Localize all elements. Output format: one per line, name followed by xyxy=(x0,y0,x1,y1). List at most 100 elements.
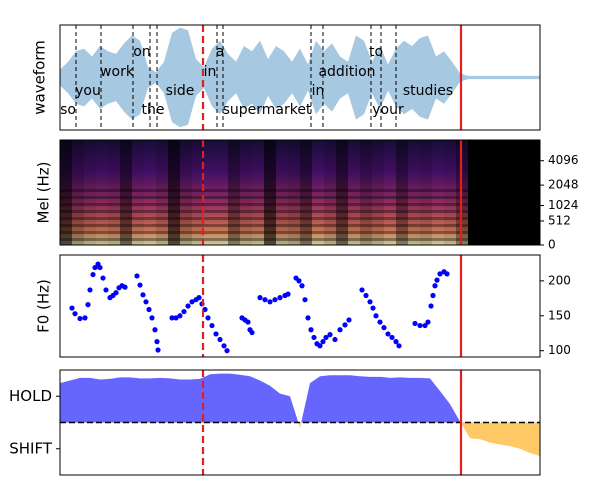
f0-point xyxy=(425,319,431,325)
f0-point xyxy=(154,339,160,345)
y-tick-label: 2048 xyxy=(548,178,579,192)
f0-point xyxy=(205,315,211,321)
word-label: on xyxy=(133,44,150,60)
f0-point xyxy=(430,292,436,299)
y-tick-label: 4096 xyxy=(548,153,579,167)
f0-point xyxy=(169,315,175,321)
f0-point xyxy=(249,329,255,336)
y-tick-label: 100 xyxy=(548,343,571,357)
word-label: in xyxy=(312,83,325,99)
f0-point xyxy=(146,306,152,313)
f0-point xyxy=(296,278,302,284)
f0-point xyxy=(308,327,314,333)
f0-point xyxy=(323,334,329,341)
panel: waveform soyouworkonthesideinasupermarket… xyxy=(31,24,541,131)
f0-point xyxy=(173,315,179,321)
y-tick-label: HOLD xyxy=(9,387,52,405)
f0-point xyxy=(327,332,333,338)
hold-area xyxy=(60,373,540,423)
f0-point xyxy=(342,322,348,328)
f0-point xyxy=(143,299,149,305)
y-tick-label: 512 xyxy=(548,213,571,227)
y-tick-label: 150 xyxy=(548,308,571,322)
y-axis-label: F0 (Hz) xyxy=(35,279,53,333)
f0-point xyxy=(432,283,438,289)
f0-point xyxy=(97,264,103,271)
f0-point xyxy=(272,297,278,303)
f0-point xyxy=(100,275,106,281)
word-label: in xyxy=(204,64,217,80)
y-tick-label: 0 xyxy=(548,238,556,252)
f0-point xyxy=(299,283,305,289)
f0-point xyxy=(134,273,140,279)
f0-point xyxy=(381,325,387,331)
y-tick-label: 200 xyxy=(548,273,571,287)
f0-point xyxy=(87,287,93,293)
f0-point xyxy=(444,271,450,277)
f0-point xyxy=(370,305,376,311)
f0-point xyxy=(377,319,383,325)
f0-point xyxy=(302,297,308,303)
word-label: the xyxy=(142,102,165,118)
panel: F0 (Hz) 100 150 200 xyxy=(35,254,571,358)
axes-frame xyxy=(59,139,541,246)
word-label: supermarket xyxy=(223,102,312,118)
y-tick-label: SHIFT xyxy=(9,439,53,457)
word-label: addition xyxy=(318,64,375,80)
f0-point xyxy=(437,271,443,277)
f0-point xyxy=(277,295,283,301)
f0-point xyxy=(305,315,311,321)
f0-point xyxy=(221,343,227,349)
f0-point xyxy=(320,339,326,345)
word-label: side xyxy=(166,83,195,99)
f0-point xyxy=(82,315,88,321)
f0-point xyxy=(90,271,96,278)
f0-point xyxy=(367,299,373,305)
f0-point xyxy=(77,315,83,322)
f0-point xyxy=(257,295,263,301)
f0-point xyxy=(72,311,78,317)
f0-point xyxy=(285,291,291,297)
f0-point xyxy=(389,334,395,341)
f0-point xyxy=(69,305,75,311)
f0-point xyxy=(385,331,391,337)
f0-point xyxy=(311,334,317,341)
axes-frame xyxy=(59,369,541,476)
f0-point xyxy=(434,277,440,283)
f0-point xyxy=(332,336,338,343)
f0-point xyxy=(417,322,423,329)
f0-point xyxy=(189,299,195,305)
y-axis-label: Mel (Hz) xyxy=(35,162,53,224)
f0-point xyxy=(122,284,128,290)
panel: HOLD SHIFT xyxy=(9,369,541,476)
f0-point xyxy=(213,331,219,337)
f0-point xyxy=(393,339,399,345)
f0-point xyxy=(224,348,230,354)
f0-point xyxy=(177,313,183,319)
shift-area xyxy=(60,422,540,457)
word-label: studies xyxy=(403,83,453,99)
f0-point xyxy=(245,319,251,325)
word-label: work xyxy=(100,64,135,80)
f0-point xyxy=(196,295,202,301)
f0-point xyxy=(267,299,273,305)
f0-point xyxy=(92,264,98,271)
f0-point xyxy=(262,297,268,303)
f0-point xyxy=(428,303,434,309)
word-label: your xyxy=(372,102,404,118)
f0-point xyxy=(149,315,155,321)
f0-point xyxy=(396,343,402,349)
f0-point xyxy=(217,336,223,343)
f0-point xyxy=(412,320,418,327)
f0-point xyxy=(155,347,161,353)
f0-point xyxy=(152,327,158,333)
f0-point xyxy=(137,282,143,288)
f0-point xyxy=(422,322,428,329)
f0-point xyxy=(359,287,365,293)
f0-point xyxy=(85,302,91,308)
f0-point xyxy=(346,317,352,323)
y-tick-label: 1024 xyxy=(548,198,579,212)
axes-frame xyxy=(59,254,541,358)
f0-point xyxy=(181,308,187,315)
